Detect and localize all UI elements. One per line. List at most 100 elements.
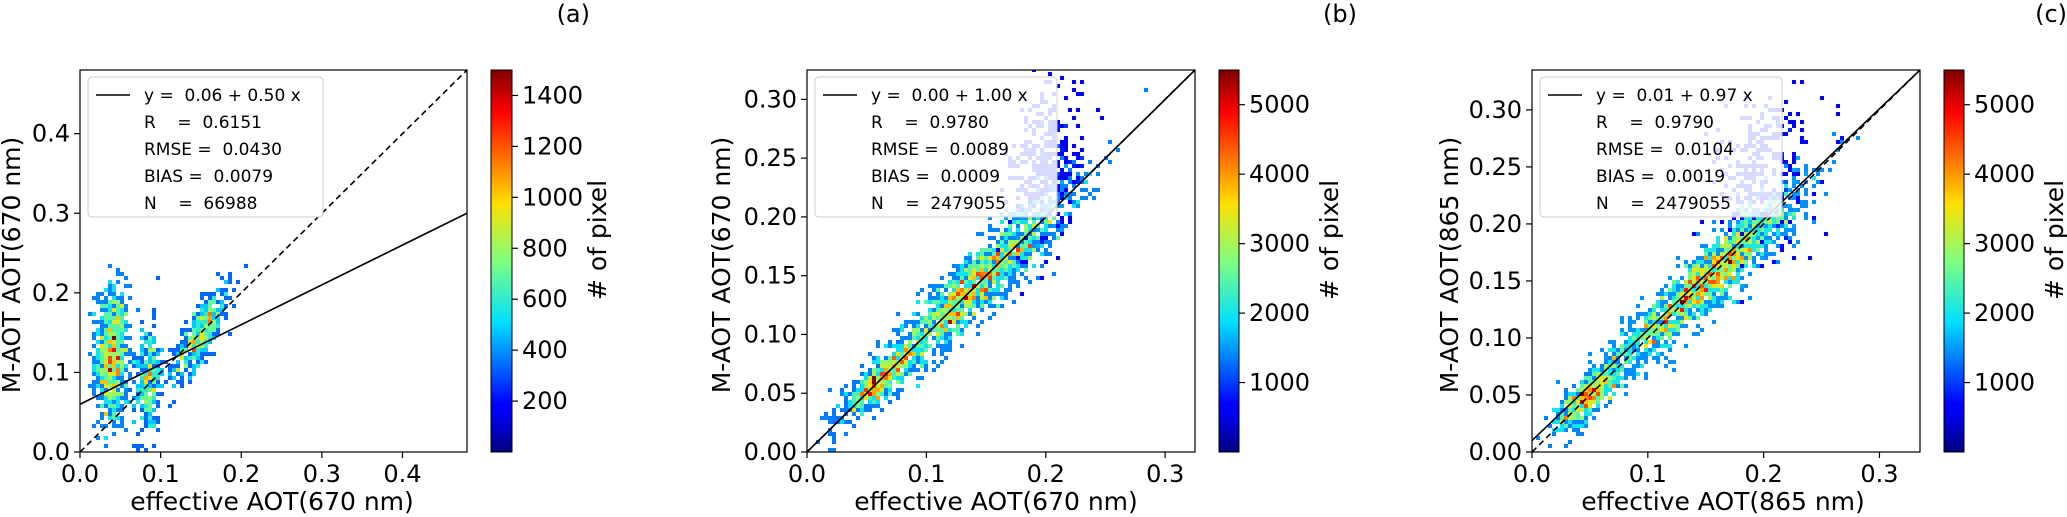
density-cell: [936, 292, 940, 296]
plot-frame: [1531, 69, 1921, 453]
density-cell: [1620, 332, 1624, 336]
density-cell: [112, 412, 116, 416]
density-cell: [104, 356, 108, 360]
density-cell: [948, 316, 952, 320]
density-cell: [120, 336, 124, 340]
density-cell: [1064, 160, 1068, 164]
density-cell: [1684, 280, 1688, 284]
colorbar-tick-label: 400: [522, 336, 568, 364]
density-cell: [1660, 308, 1664, 312]
density-cell: [152, 340, 156, 344]
density-cell: [1012, 220, 1016, 224]
density-cell: [1632, 368, 1636, 372]
density-cell: [1656, 352, 1660, 356]
density-cell: [1700, 220, 1704, 224]
density-cell: [1580, 388, 1584, 392]
density-cell: [1100, 116, 1104, 120]
density-cell: [104, 348, 108, 352]
density-cell: [1616, 368, 1620, 372]
density-cell: [944, 320, 948, 324]
density-cell: [992, 272, 996, 276]
density-cell: [1572, 424, 1576, 428]
density-cell: [1792, 192, 1796, 196]
density-cell: [1584, 396, 1588, 400]
density-cell: [1708, 264, 1712, 268]
density-cell: [972, 300, 976, 304]
density-cell: [864, 404, 868, 408]
density-cell: [108, 328, 112, 332]
density-cell: [156, 352, 160, 356]
density-cell: [1068, 200, 1072, 204]
density-cell: [120, 296, 124, 300]
density-cell: [1632, 364, 1636, 368]
density-cell: [1580, 404, 1584, 408]
colorbar-tick-label: 4000: [1249, 160, 1310, 188]
density-cell: [1664, 332, 1668, 336]
density-cell: [972, 276, 976, 280]
density-cell: [1772, 232, 1776, 236]
density-cell: [1592, 376, 1596, 380]
density-cell: [996, 244, 1000, 248]
density-cell: [1668, 276, 1672, 280]
density-cell: [92, 424, 96, 428]
density-cell: [908, 352, 912, 356]
density-cell: [948, 280, 952, 284]
density-cell: [220, 276, 224, 280]
density-cell: [896, 364, 900, 368]
density-cell: [116, 380, 120, 384]
colorbar-tick-label: 1200: [522, 132, 583, 160]
density-cell: [1632, 340, 1636, 344]
density-cell: [884, 368, 888, 372]
density-cell: [1040, 244, 1044, 248]
colorbar-gradient: [490, 69, 513, 453]
density-cell: [924, 324, 928, 328]
density-cell: [956, 284, 960, 288]
density-cell: [872, 392, 876, 396]
density-cell: [1708, 304, 1712, 308]
density-cell: [964, 320, 968, 324]
density-cell: [1068, 220, 1072, 224]
density-cell: [1692, 268, 1696, 272]
density-cell: [956, 324, 960, 328]
density-cell: [1668, 324, 1672, 328]
density-cell: [852, 392, 856, 396]
density-cell: [108, 364, 112, 368]
density-cell: [120, 368, 124, 372]
density-cell: [112, 324, 116, 328]
density-cell: [920, 376, 924, 380]
x-axis-label: effective AOT(865 nm): [1581, 487, 1865, 516]
density-cell: [1672, 368, 1676, 372]
density-cell: [1764, 220, 1768, 224]
density-cell: [1008, 284, 1012, 288]
density-cell: [920, 288, 924, 292]
density-cell: [972, 284, 976, 288]
density-cell: [920, 340, 924, 344]
density-cell: [136, 400, 140, 404]
density-cell: [108, 360, 112, 364]
density-cell: [1724, 296, 1728, 300]
density-cell: [948, 348, 952, 352]
density-cell: [968, 252, 972, 256]
density-cell: [1712, 244, 1716, 248]
density-cell: [1840, 140, 1844, 144]
density-cell: [104, 308, 108, 312]
density-cell: [1692, 288, 1696, 292]
density-cell: [1020, 220, 1024, 224]
density-cell: [124, 276, 128, 280]
density-cell: [148, 344, 152, 348]
density-cell: [1640, 364, 1644, 368]
density-cell: [1060, 188, 1064, 192]
density-cell: [1588, 380, 1592, 384]
density-cell: [1016, 224, 1020, 228]
density-cell: [184, 340, 188, 344]
density-cell: [92, 320, 96, 324]
density-cell: [1600, 348, 1604, 352]
density-cell: [1644, 324, 1648, 328]
density-cell: [1660, 352, 1664, 356]
density-cell: [1056, 192, 1060, 196]
density-cell: [1556, 416, 1560, 420]
density-cell: [1604, 364, 1608, 368]
density-cell: [856, 416, 860, 420]
density-cell: [100, 352, 104, 356]
density-cell: [1644, 328, 1648, 332]
